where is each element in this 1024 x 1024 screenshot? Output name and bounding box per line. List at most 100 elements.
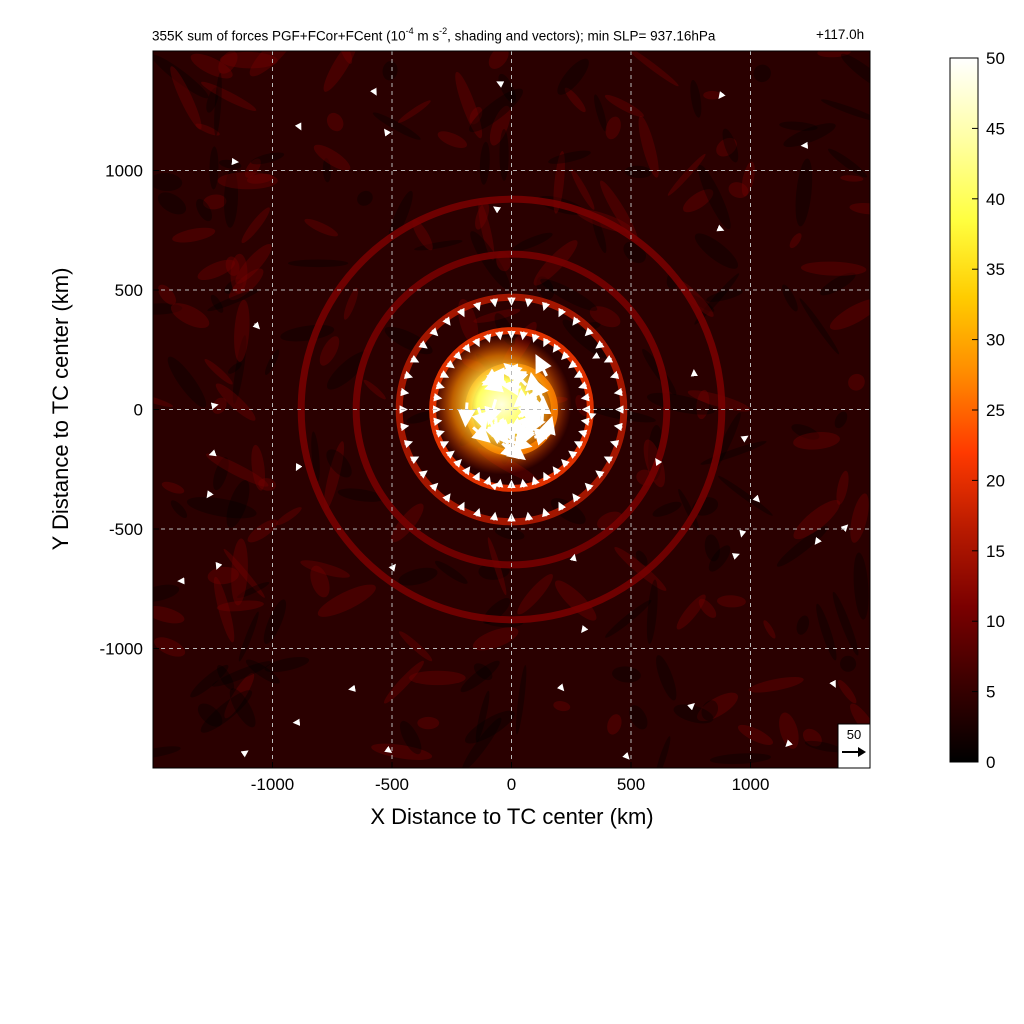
texture-blob <box>195 123 220 136</box>
force-vector <box>442 493 451 503</box>
force-vector <box>568 450 578 460</box>
force-vector <box>400 387 410 397</box>
texture-blob <box>343 287 359 320</box>
texture-blob <box>310 565 330 598</box>
texture-blob <box>589 306 621 328</box>
force-vector <box>461 466 471 476</box>
x-axis-ticks: -1000 -500 0 500 1000 <box>251 762 769 794</box>
force-vector <box>206 490 214 499</box>
texture-blob <box>170 66 202 130</box>
force-vector <box>622 752 630 760</box>
force-vector <box>403 440 414 449</box>
texture-blob <box>605 116 621 140</box>
texture-blob <box>682 189 714 213</box>
force-vectors <box>177 81 849 760</box>
texture-blob <box>800 261 867 276</box>
texture-blob <box>228 268 264 301</box>
texture-blob <box>469 88 523 133</box>
core-maximum <box>431 334 572 475</box>
texture-blob <box>782 284 798 312</box>
texture-blob <box>245 659 280 684</box>
texture-blob <box>264 656 310 673</box>
texture-blob <box>779 121 818 131</box>
texture-blob <box>300 560 350 578</box>
texture-blob <box>226 480 250 528</box>
texture-blob <box>455 71 483 139</box>
force-vector <box>495 478 504 488</box>
forecast-hour-label: +117.0h <box>816 27 865 42</box>
texture-blob <box>570 168 595 210</box>
texture-blob <box>214 73 222 136</box>
force-vector <box>400 422 410 432</box>
force-vector <box>578 429 588 438</box>
texture-blob <box>517 573 553 615</box>
reference-vector-key: 50 <box>837 723 871 769</box>
force-vector <box>495 331 504 341</box>
force-vector <box>829 679 836 688</box>
texture-blob <box>212 397 227 414</box>
texture-blob <box>820 99 870 122</box>
texture-blob <box>313 144 351 171</box>
texture-blob <box>223 548 265 598</box>
texture-blob <box>832 591 859 656</box>
x-tick-label: -1000 <box>251 775 294 794</box>
force-vector <box>581 625 589 634</box>
texture-blob <box>263 599 287 644</box>
force-vector <box>210 402 219 410</box>
force-vector <box>208 449 217 457</box>
force-vector <box>752 494 761 503</box>
force-vector <box>588 413 597 420</box>
texture-blob <box>241 207 270 244</box>
colorbar-tick-label: 25 <box>986 401 1005 420</box>
texture-blob <box>494 526 525 540</box>
texture-blob <box>849 202 870 215</box>
texture-blob <box>190 53 233 79</box>
texture-blob <box>673 704 714 724</box>
force-vector <box>535 354 552 377</box>
texture-blob <box>540 278 598 311</box>
texture-blob <box>708 545 731 572</box>
texture-blob <box>793 499 841 540</box>
texture-blob <box>218 51 238 74</box>
texture-blob <box>536 276 555 300</box>
texture-blob <box>196 198 213 222</box>
texture-blob <box>834 411 848 429</box>
texture-blob <box>498 73 516 103</box>
texture-blob <box>698 598 717 618</box>
texture-blob <box>287 259 349 268</box>
texture-blob <box>399 631 433 662</box>
force-vector <box>687 702 695 711</box>
texture-blob <box>706 289 743 302</box>
force-vector <box>595 470 605 479</box>
force-vector <box>409 456 420 465</box>
texture-blob <box>704 534 720 562</box>
force-vector <box>580 393 590 402</box>
texture-blob <box>722 128 739 163</box>
texture-blob <box>397 100 431 123</box>
force-vector <box>533 395 552 423</box>
force-vector <box>461 343 471 353</box>
texture-blob <box>796 615 810 635</box>
texture-blob <box>409 670 466 686</box>
y-axis-label: Y Distance to TC center (km) <box>48 268 73 551</box>
colorbar-tick-label: 30 <box>986 331 1005 350</box>
texture-blob <box>197 259 236 281</box>
force-vector <box>561 351 570 360</box>
force-vector <box>489 298 499 308</box>
texture-blob <box>557 58 589 95</box>
texture-blob <box>234 299 250 362</box>
force-vector <box>472 337 480 348</box>
texture-blob <box>829 298 870 330</box>
force-vector <box>439 370 450 378</box>
force-vector <box>435 429 445 438</box>
texture-blob <box>246 173 274 184</box>
texture-blob <box>235 244 272 284</box>
force-vector <box>573 370 584 378</box>
texture-blob <box>592 213 607 254</box>
texture-blob <box>161 481 185 494</box>
texture-blob <box>779 712 799 749</box>
texture-blob <box>206 87 219 113</box>
texture-blob <box>207 566 239 585</box>
force-vector <box>572 493 581 503</box>
texture-blob <box>694 273 740 325</box>
